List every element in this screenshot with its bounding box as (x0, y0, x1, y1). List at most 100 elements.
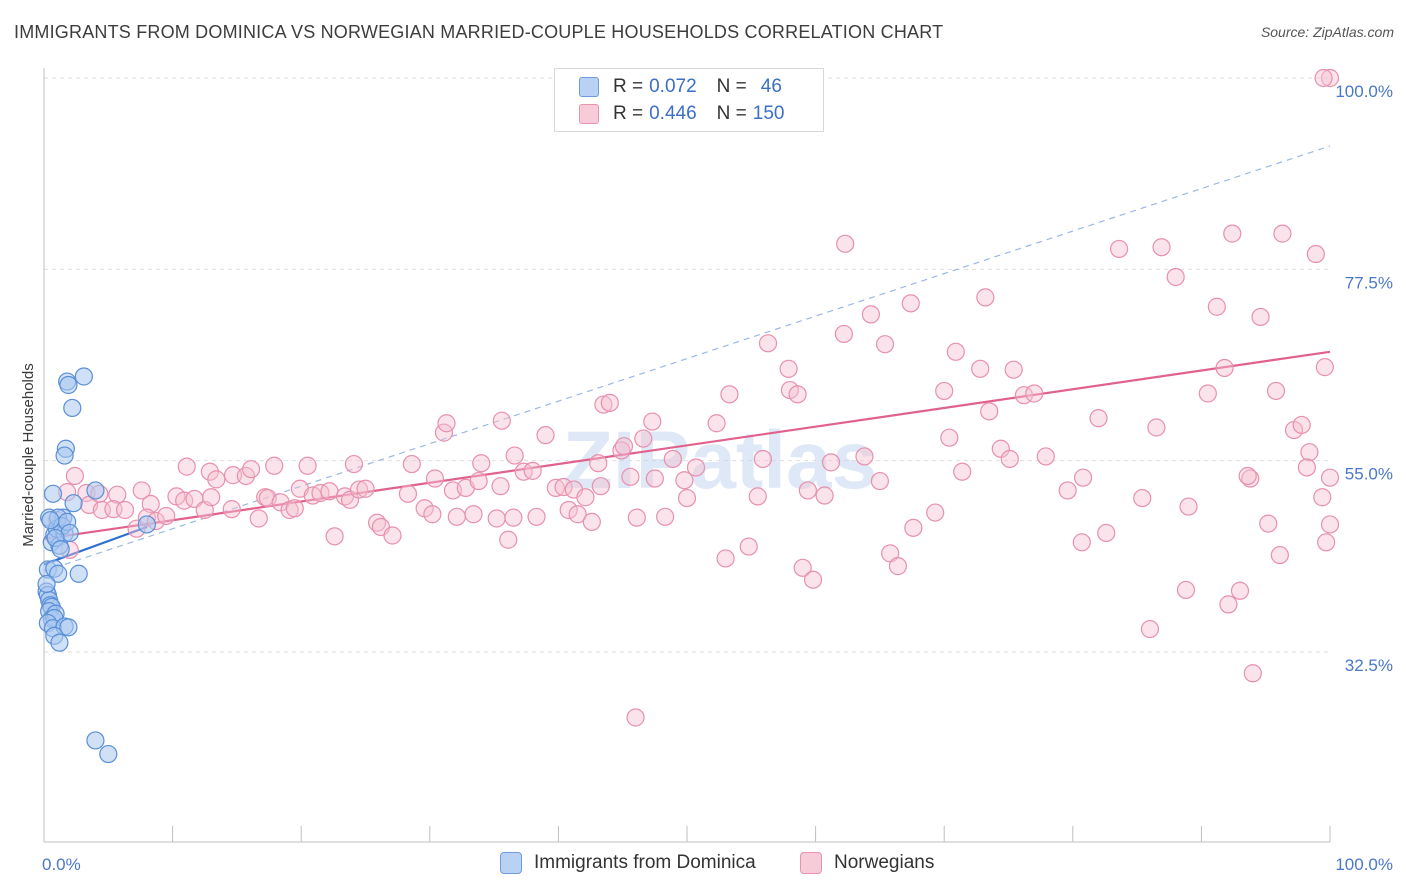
point-norwegians (1219, 595, 1238, 614)
point-norwegians (546, 478, 565, 497)
point-norwegians (675, 471, 694, 490)
point-norwegians (779, 359, 798, 378)
point-norwegians (320, 482, 339, 501)
point-norwegians (935, 381, 954, 401)
point-norwegians (971, 359, 990, 378)
point-norwegians (505, 446, 524, 465)
point-norwegians (1317, 533, 1336, 552)
point-norwegians (1109, 239, 1129, 259)
legend-r-value: 0.072 (649, 76, 697, 97)
point-norwegians (1320, 68, 1340, 88)
point-norwegians (491, 477, 510, 496)
point-norwegians (716, 549, 735, 568)
point-dominica (99, 744, 118, 764)
point-norwegians (1273, 224, 1292, 243)
point-norwegians (536, 426, 555, 445)
point-norwegians (1223, 224, 1242, 243)
point-norwegians (1097, 523, 1116, 543)
point-norwegians (582, 512, 601, 531)
point-norwegians (591, 477, 610, 496)
point-norwegians (758, 334, 778, 353)
legend-n-label: N = (716, 103, 747, 124)
point-norwegians (207, 470, 226, 489)
point-norwegians (926, 503, 945, 522)
point-norwegians (798, 481, 817, 500)
legend-swatch-pink (579, 104, 599, 124)
point-norwegians (940, 428, 959, 447)
gridlines (44, 77, 1330, 653)
point-dominica (69, 564, 88, 583)
point-norwegians (1000, 449, 1019, 469)
point-norwegians (398, 484, 418, 503)
point-norwegians (469, 471, 488, 491)
legend-row-norwegians: R = 0.446 N = 150 (579, 101, 784, 127)
point-norwegians (861, 305, 880, 324)
point-norwegians (634, 429, 653, 448)
point-norwegians (1320, 468, 1340, 487)
point-norwegians (875, 335, 895, 354)
x-tick-label: 100.0% (1335, 855, 1393, 874)
axes (43, 68, 1331, 843)
point-norwegians (1133, 488, 1152, 508)
point-norwegians (686, 458, 706, 477)
point-dominica (63, 398, 82, 418)
point-dominica (41, 511, 60, 530)
trend-line-norwegians (43, 350, 1331, 540)
point-norwegians (402, 454, 421, 474)
point-norwegians (803, 570, 823, 589)
point-norwegians (1152, 238, 1171, 257)
point-norwegians (1238, 466, 1257, 486)
point-norwegians (141, 494, 160, 514)
series-swatch-blue (500, 852, 522, 874)
point-norwegians (568, 505, 587, 524)
point-norwegians (707, 414, 726, 433)
point-norwegians (298, 456, 317, 475)
point-dominica (86, 481, 105, 500)
point-norwegians (836, 234, 855, 253)
point-norwegians (821, 453, 841, 472)
point-norwegians (1072, 533, 1091, 552)
series-legend-norwegians[interactable]: Norwegians (800, 852, 934, 874)
point-norwegians (677, 488, 697, 508)
series-label-dominica: Immigrants from Dominica (534, 852, 756, 873)
point-norwegians (523, 461, 542, 480)
legend-row-dominica: R = 0.072 N = 46 (579, 74, 782, 100)
point-norwegians (739, 537, 758, 556)
point-norwegians (349, 480, 369, 499)
stats-legend: R = 0.072 N = 46 R = 0.446 N = 150 (554, 68, 824, 132)
point-norwegians (265, 456, 284, 475)
point-norwegians (132, 481, 151, 500)
point-norwegians (65, 466, 84, 486)
point-dominica (86, 731, 105, 750)
point-norwegians (1140, 619, 1160, 639)
point-norwegians (344, 454, 364, 474)
point-norwegians (1166, 267, 1185, 287)
point-norwegians (499, 530, 518, 549)
point-norwegians (656, 507, 675, 526)
point-dominica (74, 367, 93, 386)
point-norwegians (720, 385, 739, 404)
point-norwegians (285, 499, 304, 518)
point-norwegians (753, 449, 772, 469)
point-norwegians (527, 507, 546, 526)
point-norwegians (645, 469, 664, 488)
point-dominica (49, 564, 68, 583)
point-norwegians (492, 411, 511, 430)
point-norwegians (991, 439, 1010, 458)
legend-r-label: R = (613, 76, 644, 97)
point-norwegians (1207, 297, 1226, 316)
point-norwegians (223, 466, 243, 485)
point-norwegians (325, 527, 344, 546)
point-norwegians (157, 506, 176, 526)
point-norwegians (447, 507, 466, 526)
series-legend-dominica[interactable]: Immigrants from Dominica (500, 852, 756, 874)
point-norwegians (953, 462, 972, 481)
point-norwegians (423, 505, 442, 524)
trend-extension-dashed (43, 145, 1331, 572)
legend-n-value: 46 (760, 76, 782, 97)
point-norwegians (1300, 443, 1319, 462)
point-norwegians (356, 479, 375, 498)
watermark: ZIPatlas (563, 415, 877, 506)
point-dominica (37, 574, 56, 594)
